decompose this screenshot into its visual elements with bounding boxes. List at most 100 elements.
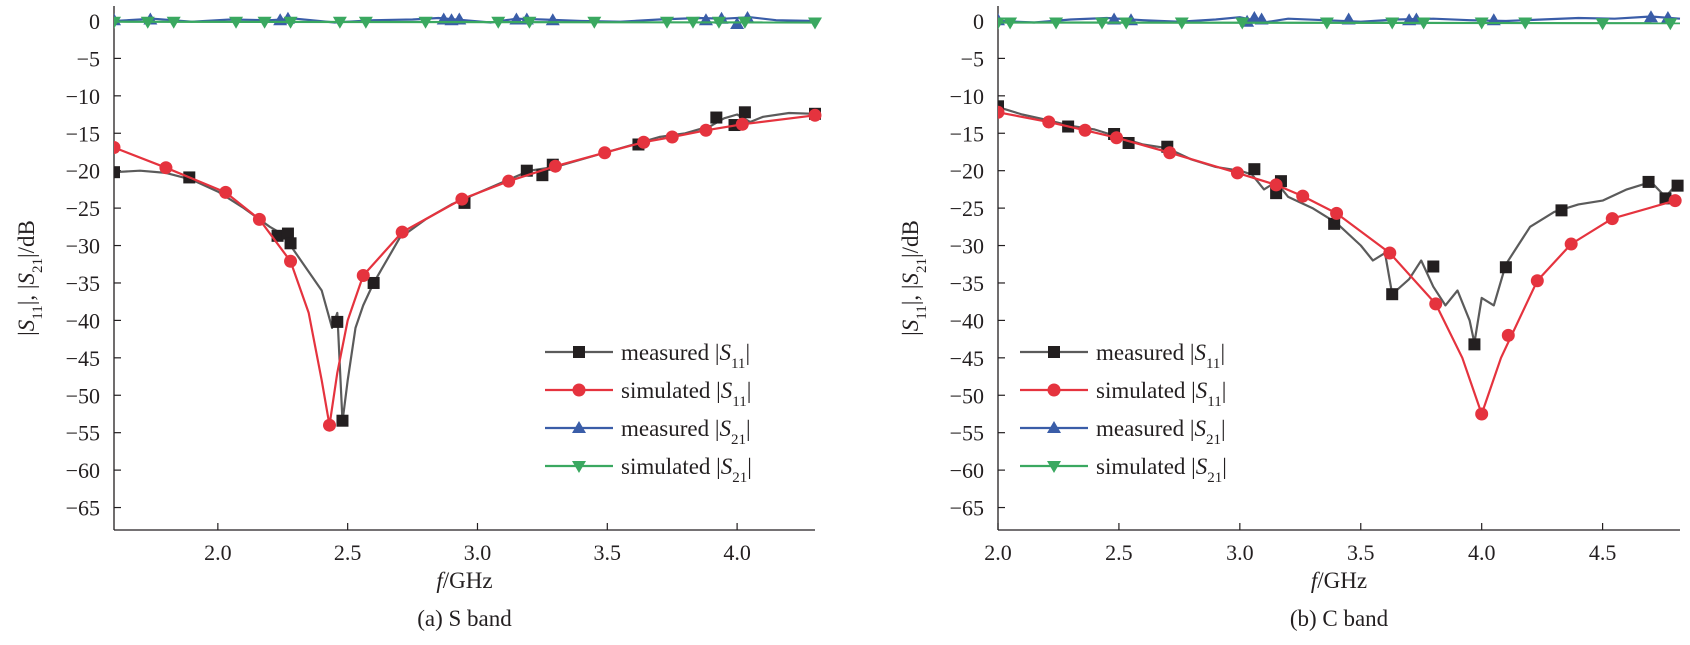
y-axis-label-group: |S11​|, |S21​|/dB bbox=[898, 220, 930, 336]
series-2 bbox=[114, 10, 816, 29]
panel-caption: (a) S band bbox=[417, 606, 512, 631]
data-point bbox=[665, 130, 679, 144]
data-point bbox=[257, 16, 272, 29]
data-point bbox=[1518, 17, 1533, 30]
y-tick-label: 0 bbox=[89, 9, 100, 34]
panel-caption: (b) C band bbox=[1290, 606, 1389, 631]
data-point bbox=[1643, 10, 1658, 23]
y-tick-label: −35 bbox=[950, 271, 984, 296]
data-point bbox=[1174, 17, 1189, 30]
data-point bbox=[522, 16, 537, 29]
x-tick-label: 2.0 bbox=[984, 540, 1012, 565]
series-line bbox=[114, 111, 816, 423]
data-point bbox=[699, 123, 713, 137]
legend-marker bbox=[572, 421, 586, 433]
data-point bbox=[1248, 163, 1261, 176]
data-point bbox=[114, 166, 120, 179]
y-tick-label: −60 bbox=[950, 458, 984, 483]
data-point bbox=[1330, 206, 1344, 220]
data-point bbox=[252, 212, 266, 226]
data-point bbox=[336, 414, 349, 427]
x-tick-label: 4.0 bbox=[723, 540, 751, 565]
x-axis-label: f/GHz bbox=[436, 568, 492, 593]
data-point bbox=[1383, 246, 1397, 260]
y-tick-label: −65 bbox=[950, 496, 984, 521]
y-tick-label: −30 bbox=[66, 234, 100, 259]
legend-entry-label: measured |S21​| bbox=[1096, 416, 1226, 448]
data-point bbox=[114, 140, 121, 154]
series-3 bbox=[998, 17, 1681, 31]
y-tick-label: −55 bbox=[950, 421, 984, 446]
series-3 bbox=[114, 16, 822, 30]
y-tick-label: −45 bbox=[950, 346, 984, 371]
data-point bbox=[395, 225, 409, 239]
y-axis-label: |S11​|, |S21​|/dB bbox=[898, 220, 930, 336]
y-tick-label: −45 bbox=[66, 346, 100, 371]
data-point bbox=[1595, 18, 1610, 31]
data-point bbox=[808, 17, 822, 30]
y-tick-label: −10 bbox=[66, 84, 100, 109]
data-point bbox=[418, 16, 433, 29]
data-point bbox=[331, 315, 344, 328]
data-point bbox=[808, 108, 822, 122]
data-point bbox=[1163, 146, 1177, 160]
x-tick-label: 4.0 bbox=[1468, 540, 1496, 565]
data-point bbox=[1107, 12, 1122, 25]
legend-entry-label: measured |S11​| bbox=[621, 340, 750, 372]
legend-entry-label: measured |S21​| bbox=[621, 416, 751, 448]
legend-entry-label: simulated |S11​| bbox=[1096, 378, 1226, 410]
data-point bbox=[1429, 297, 1443, 311]
legend-marker bbox=[1047, 383, 1061, 397]
data-point bbox=[1468, 338, 1481, 351]
data-point bbox=[159, 161, 173, 175]
data-point bbox=[548, 159, 562, 173]
data-point bbox=[332, 16, 347, 29]
y-tick-label: −25 bbox=[66, 196, 100, 221]
y-tick-label: −50 bbox=[66, 383, 100, 408]
series-0 bbox=[998, 100, 1684, 351]
legend-marker bbox=[1047, 461, 1061, 473]
data-point bbox=[322, 418, 336, 432]
data-point bbox=[1119, 17, 1134, 30]
data-point bbox=[1671, 179, 1684, 192]
data-point bbox=[1416, 17, 1431, 30]
y-tick-label: −15 bbox=[950, 121, 984, 146]
data-point bbox=[1094, 17, 1109, 30]
data-point bbox=[229, 16, 244, 29]
data-point bbox=[271, 229, 284, 242]
data-point bbox=[1110, 131, 1124, 145]
y-tick-label: −5 bbox=[77, 46, 100, 71]
x-tick-label: 2.5 bbox=[1105, 540, 1133, 565]
legend-marker bbox=[573, 346, 585, 358]
data-point bbox=[1319, 17, 1334, 30]
data-point bbox=[998, 17, 1005, 30]
data-point bbox=[358, 16, 373, 29]
data-point bbox=[284, 254, 298, 268]
data-point bbox=[998, 105, 1005, 119]
legend: measured |S11​| simulated |S11​| measured … bbox=[545, 340, 752, 486]
series-line bbox=[998, 106, 1677, 344]
x-tick-label: 3.5 bbox=[594, 540, 622, 565]
data-point bbox=[1427, 260, 1440, 273]
data-point bbox=[1042, 115, 1056, 129]
data-point bbox=[1668, 194, 1682, 208]
data-point bbox=[1296, 189, 1310, 203]
data-point bbox=[219, 185, 233, 199]
y-tick-label: −40 bbox=[66, 308, 100, 333]
data-point bbox=[738, 106, 751, 119]
y-tick-label: −20 bbox=[66, 159, 100, 184]
data-point bbox=[491, 16, 506, 29]
legend-marker bbox=[1048, 346, 1060, 358]
data-point bbox=[356, 268, 370, 282]
y-tick-label: −55 bbox=[66, 421, 100, 446]
data-point bbox=[1474, 17, 1489, 30]
data-point bbox=[1269, 178, 1283, 192]
x-tick-label: 3.5 bbox=[1347, 540, 1375, 565]
y-tick-label: −35 bbox=[66, 271, 100, 296]
data-point bbox=[1230, 166, 1244, 180]
series-line bbox=[998, 111, 1676, 416]
data-point bbox=[502, 174, 516, 188]
legend-entry-label: simulated |S21​| bbox=[1096, 454, 1227, 486]
y-tick-label: −65 bbox=[66, 496, 100, 521]
legend-entry-label: simulated |S21​| bbox=[621, 454, 752, 486]
